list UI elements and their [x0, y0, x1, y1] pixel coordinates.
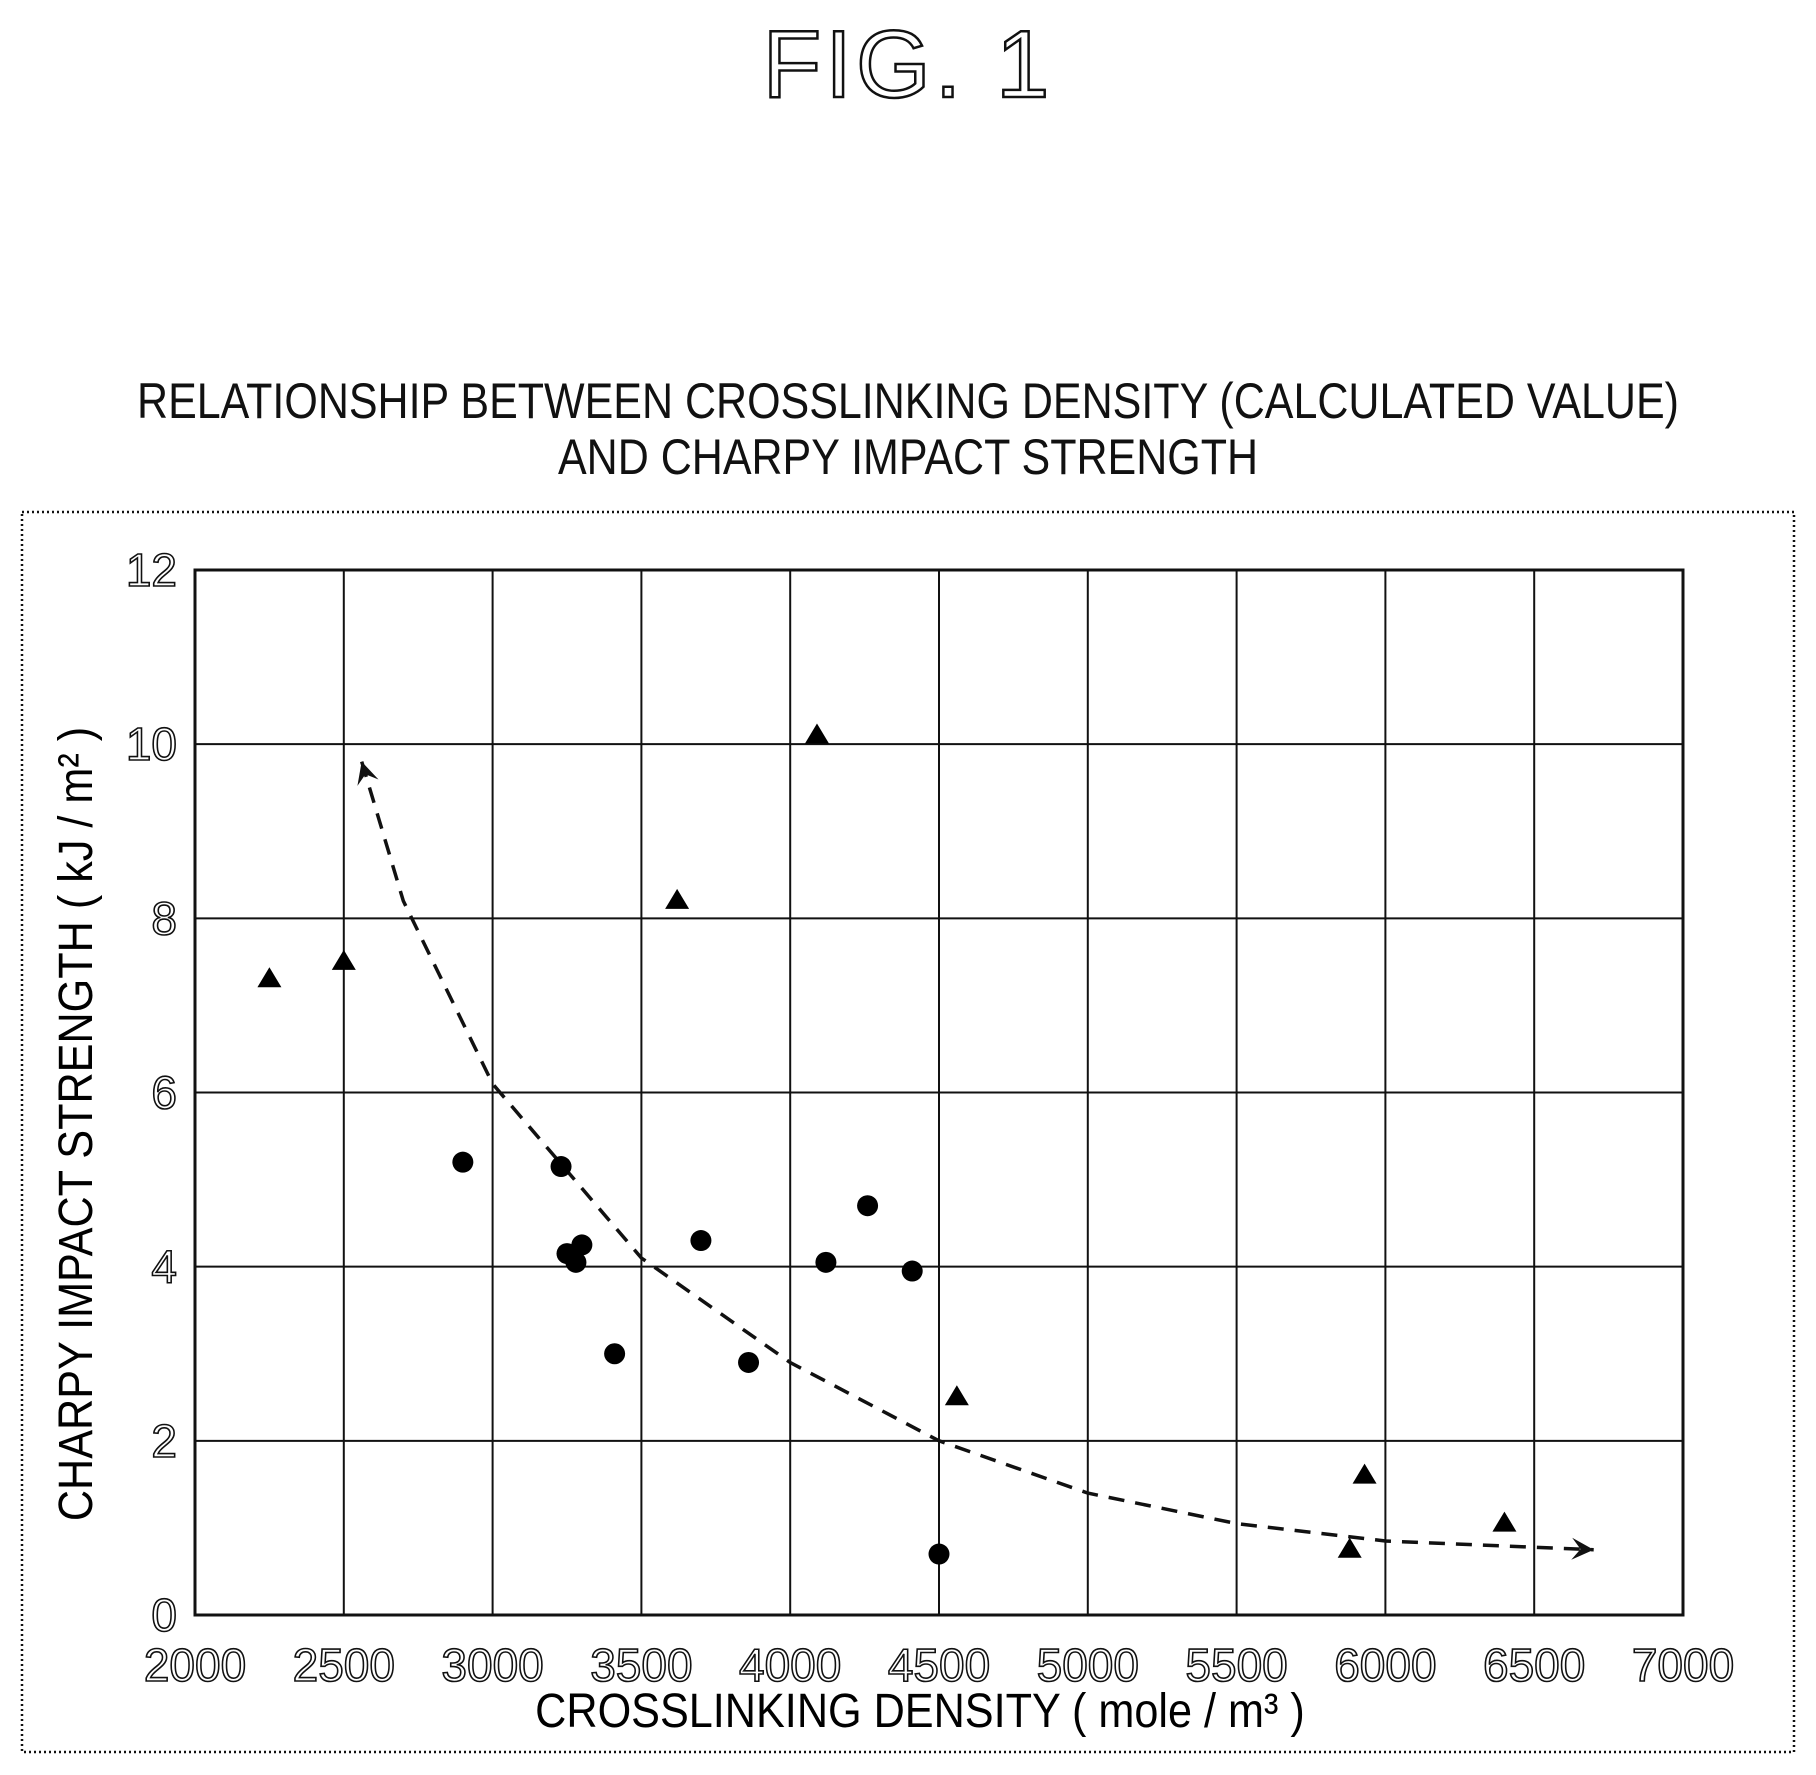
circle-point — [565, 1251, 587, 1273]
circle-point — [928, 1543, 950, 1565]
trend-arrow-start — [357, 761, 379, 786]
x-tick-label: 7000 — [1632, 1639, 1734, 1691]
triangle-point — [804, 723, 829, 744]
trend-curve — [360, 761, 1594, 1552]
x-tick-label: 6500 — [1483, 1639, 1585, 1691]
circle-point — [550, 1156, 572, 1178]
x-tick-label: 2000 — [144, 1639, 246, 1691]
x-tick-label: 5500 — [1185, 1639, 1287, 1691]
triangle-point — [331, 949, 356, 970]
triangle-point — [257, 967, 282, 988]
figure-label: FIG. 1 — [761, 10, 1054, 120]
chart-title: RELATIONSHIP BETWEEN CROSSLINKING DENSIT… — [137, 373, 1679, 429]
y-tick-label: 12 — [126, 544, 177, 596]
triangle-point — [1492, 1511, 1517, 1532]
y-axis-label: CHARPY IMPACT STRENGTH ( kJ / m² ) — [49, 727, 103, 1521]
x-axis-label: CROSSLINKING DENSITY ( mole / m³ ) — [535, 1684, 1305, 1738]
data-points-layer — [257, 723, 1517, 1565]
triangle-point — [665, 888, 690, 909]
x-tick-label: 6000 — [1334, 1639, 1436, 1691]
y-tick-label: 6 — [151, 1067, 177, 1119]
x-tick-label: 5000 — [1037, 1639, 1139, 1691]
circle-point — [857, 1195, 879, 1217]
plot-area-border — [193, 568, 1685, 1617]
circle-point — [815, 1251, 837, 1273]
x-tick-label: 2500 — [293, 1639, 395, 1691]
y-tick-label: 4 — [151, 1241, 177, 1293]
tick-labels-layer: 2000 2500 3000 3500 4000 4500 5000 5500 6000 6500… — [125, 543, 1735, 1692]
x-tick-label: 4000 — [739, 1639, 841, 1691]
circle-point — [604, 1343, 626, 1365]
trend-curve-layer — [357, 761, 1594, 1560]
circle-point — [452, 1151, 474, 1173]
y-tick-label: 10 — [126, 718, 177, 770]
triangle-point — [1337, 1537, 1362, 1558]
y-tick-label: 2 — [151, 1415, 177, 1467]
circle-point — [901, 1260, 923, 1282]
trend-arrow-end — [1571, 1537, 1594, 1560]
circle-point — [738, 1351, 760, 1373]
circle-point — [571, 1234, 593, 1256]
x-tick-label: 4500 — [888, 1639, 990, 1691]
circle-point — [690, 1230, 712, 1252]
chart-subtitle: AND CHARPY IMPACT STRENGTH — [557, 429, 1259, 485]
triangle-point — [1352, 1463, 1377, 1484]
grid-layer — [193, 568, 1685, 1617]
x-tick-label: 3500 — [590, 1639, 692, 1691]
chart-outer-frame — [20, 510, 1796, 1754]
x-tick-label: 3000 — [441, 1639, 543, 1691]
triangle-point — [944, 1385, 969, 1406]
y-tick-label: 8 — [151, 892, 177, 944]
y-tick-label: 0 — [151, 1589, 177, 1641]
